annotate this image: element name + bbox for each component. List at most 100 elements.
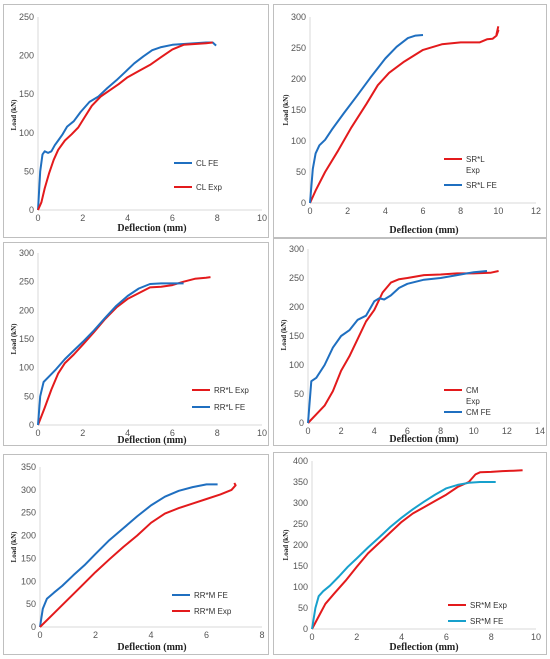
y-axis-label: Load (kN) [10, 323, 18, 355]
legend-label: RR*M FE [194, 591, 228, 600]
y-tick-label: 200 [293, 540, 308, 550]
series-line-rr-l-fe [37, 282, 184, 426]
x-tick-label: 10 [493, 206, 503, 216]
x-tick-label: 12 [531, 206, 541, 216]
x-tick-label: 8 [458, 206, 463, 216]
y-tick-label: 300 [291, 12, 306, 22]
x-tick-label: 6 [405, 426, 410, 436]
legend-label: CL FE [196, 159, 218, 168]
y-tick-label: 200 [291, 74, 306, 84]
x-tick-label: 4 [383, 206, 388, 216]
y-tick-label: 250 [289, 273, 304, 283]
x-axis-label: Deflection (mm) [117, 435, 186, 446]
x-axis-label: Deflection (mm) [389, 434, 458, 445]
chart-svg-srm: 0 50 100 150 200 250 300 350 400 0 2 4 6 8 10 Deflectio… [282, 456, 541, 653]
x-tick-label: 8 [489, 632, 494, 642]
x-tick-label: 0 [305, 426, 310, 436]
chart-svg-rrm: 0 50 100 150 200 250 300 350 0 2 4 6 8 Deflection (mm… [10, 462, 265, 653]
x-tick-label: 2 [354, 632, 359, 642]
y-tick-label: 50 [294, 389, 304, 399]
legend-label: CL Exp [196, 183, 222, 192]
x-tick-label: 8 [215, 428, 220, 438]
x-tick-label: 2 [345, 206, 350, 216]
y-tick-label: 250 [19, 12, 34, 22]
y-tick-label: 50 [24, 166, 34, 176]
chart-panel-rrl: 0 50 100 150 200 250 300 0 2 4 6 8 10 Deflection (mm)… [3, 242, 269, 446]
y-tick-label: 150 [291, 105, 306, 115]
x-tick-label: 0 [37, 630, 42, 640]
x-tick-label: 0 [309, 632, 314, 642]
y-tick-label: 0 [299, 418, 304, 428]
x-tick-label: 4 [148, 630, 153, 640]
y-tick-label: 0 [29, 205, 34, 215]
y-tick-label: 200 [21, 531, 36, 541]
y-tick-label: 300 [293, 498, 308, 508]
y-tick-label: 350 [293, 477, 308, 487]
x-tick-label: 6 [170, 213, 175, 223]
y-tick-label: 100 [19, 128, 34, 138]
x-tick-label: 6 [444, 632, 449, 642]
y-tick-label: 150 [293, 561, 308, 571]
y-tick-label: 0 [303, 624, 308, 634]
y-tick-label: 250 [19, 277, 34, 287]
y-tick-label: 0 [31, 622, 36, 632]
x-tick-label: 2 [93, 630, 98, 640]
series-line-rr-m-fe [39, 483, 218, 628]
x-tick-label: 10 [257, 213, 267, 223]
y-tick-label: 250 [21, 508, 36, 518]
y-tick-label: 200 [19, 305, 34, 315]
y-tick-label: 300 [19, 248, 34, 258]
chart-svg-cl: 0 50 100 150 200 250 0 2 4 6 8 10 Deflection (mm) Loa… [10, 12, 267, 234]
legend-label: CM FE [466, 408, 491, 417]
legend-label: CM Exp [466, 386, 480, 406]
y-tick-label: 150 [21, 553, 36, 563]
x-tick-label: 4 [399, 632, 404, 642]
chart-svg-rrl: 0 50 100 150 200 250 300 0 2 4 6 8 10 Deflection (mm)… [10, 248, 267, 446]
chart-panel-cl: 0 50 100 150 200 250 0 2 4 6 8 10 Deflection (mm) Loa… [3, 4, 269, 238]
y-tick-label: 350 [21, 462, 36, 472]
chart-panel-srl: 0 50 100 150 200 250 300 0 2 4 6 8 10 12 Deflection (m… [273, 4, 547, 238]
y-tick-label: 200 [19, 51, 34, 61]
y-tick-label: 150 [19, 334, 34, 344]
chart-svg-cm: 0 50 100 150 200 250 300 0 2 4 6 8 10 12 14 Deflection … [280, 244, 545, 445]
legend-label: RR*M Exp [194, 607, 232, 616]
x-axis-label: Deflection (mm) [117, 642, 186, 653]
y-tick-label: 150 [19, 89, 34, 99]
x-axis-label: Deflection (mm) [117, 223, 186, 234]
x-tick-label: 10 [257, 428, 267, 438]
chart-panel-cm: 0 50 100 150 200 250 300 0 2 4 6 8 10 12 14 Deflection … [273, 238, 547, 446]
y-tick-label: 0 [301, 198, 306, 208]
series-line-sr-l-fe [309, 34, 424, 204]
x-tick-label: 0 [35, 428, 40, 438]
x-tick-label: 2 [80, 428, 85, 438]
x-tick-label: 8 [259, 630, 264, 640]
y-axis-label: Load (kN) [282, 529, 290, 561]
x-tick-label: 8 [215, 213, 220, 223]
x-tick-label: 0 [307, 206, 312, 216]
x-axis-label: Deflection (mm) [389, 225, 458, 236]
y-tick-label: 50 [296, 167, 306, 177]
y-tick-label: 0 [29, 420, 34, 430]
series-line-cl-exp [37, 41, 213, 211]
y-tick-label: 300 [289, 244, 304, 254]
y-axis-label: Load (kN) [280, 319, 288, 351]
x-tick-label: 6 [204, 630, 209, 640]
legend-label: SR*L Exp [466, 155, 485, 175]
series-line-cm-fe [307, 270, 488, 424]
x-tick-label: 14 [535, 426, 545, 436]
x-tick-label: 4 [125, 428, 130, 438]
x-tick-label: 10 [469, 426, 479, 436]
x-tick-label: 4 [125, 213, 130, 223]
y-tick-label: 200 [289, 302, 304, 312]
series-line-cl-fe [37, 41, 217, 211]
y-tick-label: 50 [24, 391, 34, 401]
legend-label: SR*L FE [466, 181, 497, 190]
series-line-sr-l-exp [309, 26, 500, 204]
series-line-cm-exp [307, 270, 499, 424]
y-tick-label: 100 [19, 363, 34, 373]
x-tick-label: 10 [531, 632, 541, 642]
y-tick-label: 100 [291, 136, 306, 146]
x-tick-label: 2 [80, 213, 85, 223]
y-axis-label: Load (kN) [282, 94, 290, 126]
chart-svg-srl: 0 50 100 150 200 250 300 0 2 4 6 8 10 12 Deflection (m… [282, 12, 541, 236]
